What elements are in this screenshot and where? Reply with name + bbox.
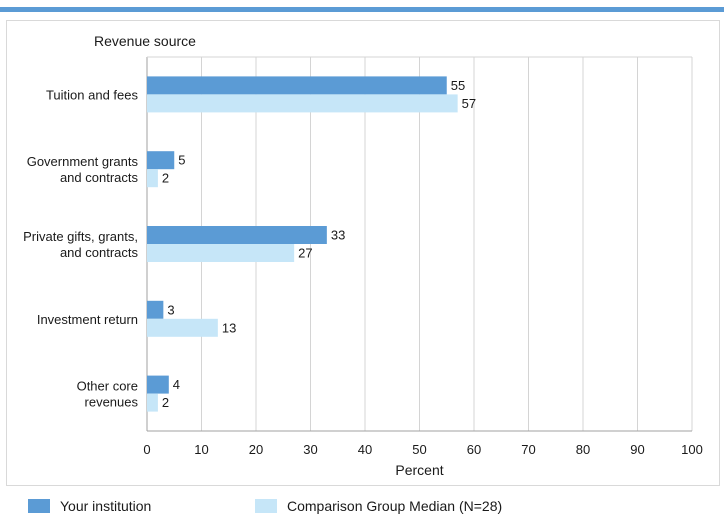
data-label-your-institution-other-core-revenues: 4 [173, 377, 180, 392]
data-label-your-institution-investment-return: 3 [167, 302, 174, 317]
x-axis-title: Percent [395, 462, 443, 478]
x-tick-label-80: 80 [576, 442, 590, 457]
x-tick-label-90: 90 [630, 442, 644, 457]
category-label-other-core-revenues-line-2: revenues [85, 395, 139, 410]
data-label-comparison-group-median-n-28-tuition-and-fees: 57 [462, 96, 476, 111]
category-label-other-core-revenues-line-1: Other core [77, 379, 138, 394]
data-label-your-institution-government-grants-and-contracts: 5 [178, 153, 185, 168]
category-label-tuition-and-fees: Tuition and fees [46, 87, 139, 102]
bar-comparison-group-median-n-28-private-gifts-grants-and-contracts [147, 244, 295, 262]
legend-swatch-comparison-group [255, 499, 277, 513]
top-accent-rule [0, 7, 724, 12]
x-tick-label-0: 0 [143, 442, 150, 457]
bar-comparison-group-median-n-28-investment-return [147, 318, 218, 337]
revenue-bar-chart: 0 10 20 30 40 50 60 70 80 90 100 Percent Revenue sou… [23, 33, 703, 478]
data-label-comparison-group-median-n-28-investment-return: 13 [222, 320, 236, 335]
bar-comparison-group-median-n-28-government-grants-and-contracts [147, 169, 158, 188]
legend-label-comparison-group: Comparison Group Median (N=28) [287, 498, 503, 514]
bar-comparison-group-median-n-28-tuition-and-fees [147, 94, 458, 113]
data-label-your-institution-private-gifts-grants-and-contracts: 33 [331, 228, 345, 243]
x-tick-label-70: 70 [521, 442, 535, 457]
x-tick-label-50: 50 [412, 442, 426, 457]
bar-your-institution-government-grants-and-contracts [147, 151, 175, 170]
bar-your-institution-other-core-revenues [147, 375, 169, 394]
category-label-investment-return: Investment return [37, 312, 138, 327]
bar-comparison-group-median-n-28-other-core-revenues [147, 393, 158, 412]
legend-item-comparison-group: Comparison Group Median (N=28) [255, 496, 502, 516]
x-tick-label-60: 60 [467, 442, 481, 457]
bar-your-institution-investment-return [147, 300, 164, 319]
category-label-private-gifts-grants-and-contracts-line-2: and contracts [60, 245, 139, 260]
chart-legend: Your institution Comparison Group Median… [0, 496, 724, 518]
legend-label-your-institution: Your institution [60, 498, 152, 514]
category-label-private-gifts-grants-and-contracts-line-1: Private gifts, grants, [23, 229, 138, 244]
x-tick-label-40: 40 [358, 442, 372, 457]
category-label-government-grants-and-contracts-line-1: Government grants [27, 154, 139, 169]
x-tick-label-10: 10 [194, 442, 208, 457]
x-tick-label-20: 20 [249, 442, 263, 457]
x-tick-label-30: 30 [303, 442, 317, 457]
category-label-government-grants-and-contracts-line-2: and contracts [60, 170, 139, 185]
legend-swatch-your-institution [28, 499, 50, 513]
data-label-comparison-group-median-n-28-other-core-revenues: 2 [162, 395, 169, 410]
bar-your-institution-tuition-and-fees [147, 76, 447, 95]
data-label-comparison-group-median-n-28-government-grants-and-contracts: 2 [162, 171, 169, 186]
category-axis-title: Revenue source [94, 33, 196, 49]
legend-item-your-institution: Your institution [28, 496, 151, 516]
data-label-comparison-group-median-n-28-private-gifts-grants-and-contracts: 27 [298, 246, 312, 261]
x-tick-label-100: 100 [681, 442, 703, 457]
data-label-your-institution-tuition-and-fees: 55 [451, 78, 465, 93]
bar-your-institution-private-gifts-grants-and-contracts [147, 226, 327, 244]
